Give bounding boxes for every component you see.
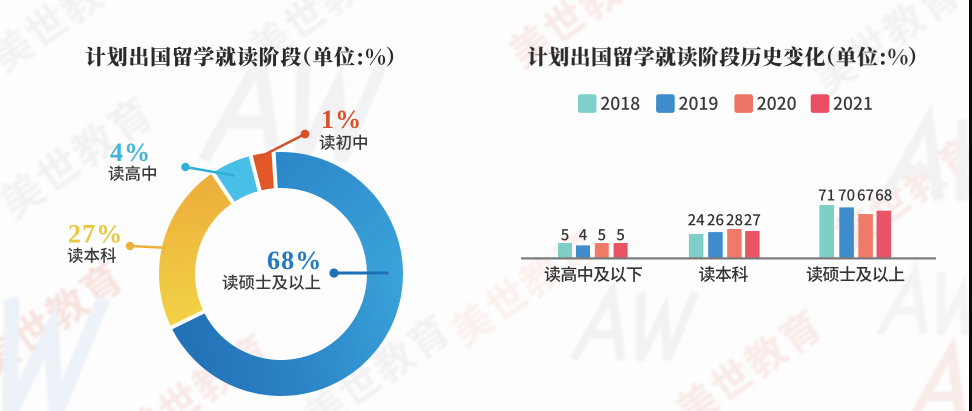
svg-text:4%: 4% (110, 138, 151, 167)
svg-text:68%: 68% (267, 246, 322, 275)
svg-text:27%: 27% (68, 220, 123, 249)
svg-text:1%: 1% (321, 105, 362, 134)
